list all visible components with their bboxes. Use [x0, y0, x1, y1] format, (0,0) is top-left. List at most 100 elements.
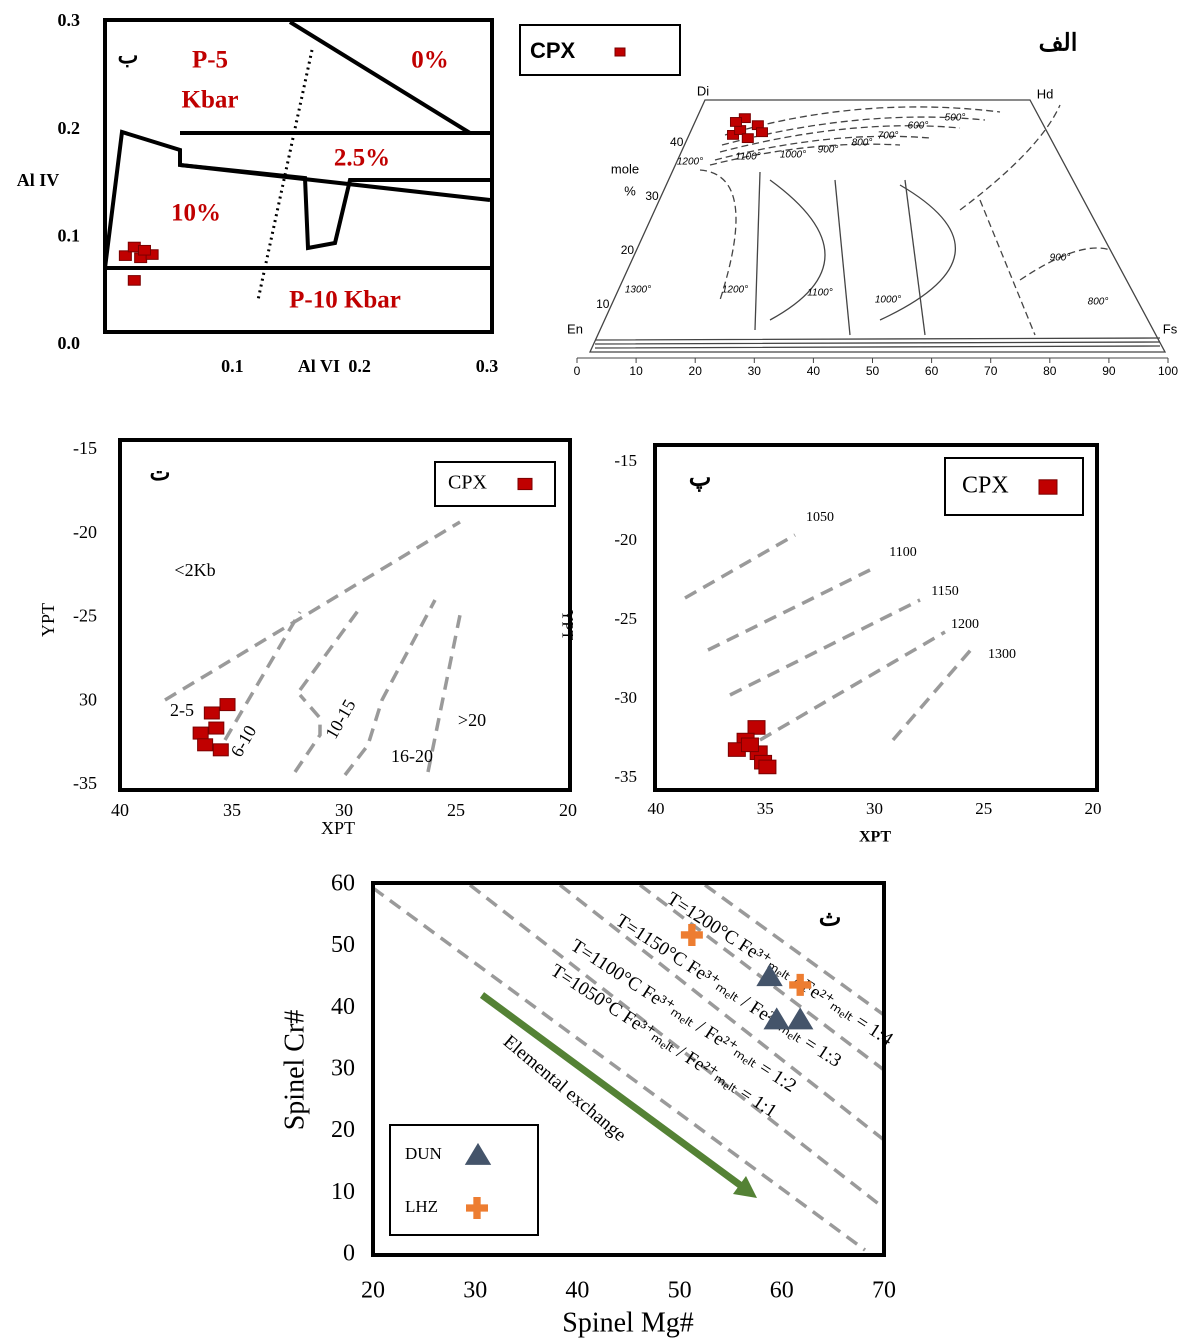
isotherm — [891, 643, 977, 742]
y-tick-label: 0.3 — [58, 10, 81, 30]
pressure-line — [256, 49, 314, 301]
quadrilateral — [588, 99, 1167, 353]
data-point — [192, 726, 209, 740]
annotation: 10-15 — [321, 696, 359, 742]
annotation: 1000° — [780, 150, 806, 161]
annotation: 1050 — [806, 510, 834, 525]
isotherm — [699, 169, 737, 301]
field-boundary — [293, 693, 322, 773]
phase-line — [879, 184, 956, 321]
annotation: P-5 — [192, 47, 228, 74]
x-tick-label: 40 — [648, 799, 665, 818]
y-tick-label: -30 — [614, 688, 637, 707]
x-axis-label: XPT — [859, 829, 891, 846]
y-axis-label: mole — [611, 161, 639, 176]
y-tick-label: 30 — [645, 189, 659, 203]
annotation: 900° — [1050, 253, 1071, 264]
annotation: 2.5% — [334, 145, 390, 172]
data-point — [786, 1007, 814, 1030]
annotation: 1300° — [625, 285, 651, 296]
annotation: 0% — [411, 47, 449, 74]
y-tick-label: 0.2 — [58, 118, 81, 138]
field-boundary — [223, 611, 302, 741]
legend-box — [519, 24, 681, 76]
isotherm — [759, 630, 946, 742]
y-tick-label: 0 — [343, 1241, 355, 1267]
x-tick-label: 25 — [447, 800, 465, 820]
annotation: 1100 — [889, 545, 916, 560]
x-tick-label: 100 — [1158, 364, 1178, 378]
x-axis-label: Spinel Mg# — [562, 1307, 693, 1338]
x-tick-label: 70 — [984, 364, 998, 378]
data-point — [118, 250, 132, 261]
plot-frame — [103, 18, 494, 334]
phase-line — [769, 179, 826, 321]
annotation: 1200° — [722, 285, 748, 296]
x-tick-label: 0.3 — [476, 356, 499, 376]
x-tick-label: 60 — [925, 364, 939, 378]
annotation: 1300 — [988, 647, 1016, 662]
annotation: 16-20 — [391, 746, 433, 766]
panel-4-isotherms — [684, 457, 1084, 742]
corner-label: Di — [697, 83, 709, 98]
x-tick-label: 40 — [807, 364, 821, 378]
x-axis-label: Al VI — [298, 356, 340, 376]
data-point — [789, 973, 812, 996]
annotation: 600° — [908, 121, 929, 132]
y-tick-label: -25 — [73, 606, 97, 626]
annotation: 500° — [945, 113, 966, 124]
panel-label: ب — [118, 43, 139, 68]
x-tick-label: 20 — [1085, 799, 1102, 818]
annotation: 10% — [171, 200, 221, 227]
data-point — [127, 275, 141, 286]
annotation: 1200 — [951, 617, 979, 632]
isotherm — [707, 568, 871, 652]
y-tick-label: -35 — [73, 773, 97, 793]
boundary-line — [179, 163, 491, 202]
phase-line — [754, 171, 761, 331]
x-tick-label: 20 — [361, 1278, 385, 1304]
y-tick-label: 60 — [331, 871, 355, 897]
annotation: Kbar — [182, 87, 239, 114]
legend-box — [434, 461, 556, 507]
y-axis-label: YPT — [38, 603, 58, 637]
y-axis-label: % — [624, 183, 636, 198]
x-tick-label: 20 — [689, 364, 703, 378]
x-tick-label: 30 — [463, 1278, 487, 1304]
y-tick-label: -35 — [614, 767, 637, 786]
isotherm — [684, 533, 796, 600]
phase-line — [904, 179, 926, 336]
x-tick-label: 50 — [866, 364, 880, 378]
data-point — [208, 721, 225, 735]
panel-5-isotherms — [371, 883, 886, 1252]
isotherm — [558, 883, 886, 1142]
isotherm — [714, 135, 931, 161]
panel-2-quadrilateral — [519, 24, 1167, 353]
x-tick-label: 60 — [770, 1278, 794, 1304]
x-tick-label: 30 — [866, 799, 883, 818]
isotherm — [709, 143, 901, 166]
x-tick-label: 0.2 — [348, 356, 371, 376]
isotherm — [703, 883, 886, 1017]
x-tick-label: 20 — [559, 800, 577, 820]
x-axis-label: XPT — [321, 818, 355, 838]
x-tick-label: 40 — [111, 800, 129, 820]
boundary-line — [103, 129, 490, 269]
data-point — [219, 698, 236, 712]
annotation: 1150 — [931, 584, 958, 599]
x-tick-label: 30 — [748, 364, 762, 378]
isotherm — [719, 125, 961, 153]
arrow-head — [733, 1176, 757, 1198]
isotherm — [1019, 247, 1111, 281]
data-point — [680, 923, 703, 946]
x-tick-label: 70 — [872, 1278, 896, 1304]
y-tick-label: 30 — [79, 689, 97, 709]
annotation: 2-5 — [170, 700, 194, 720]
phase-line — [979, 199, 1036, 336]
data-point — [741, 133, 754, 144]
panel-label: الف — [1039, 31, 1078, 57]
field-boundary — [164, 520, 461, 702]
data-point — [729, 117, 742, 127]
